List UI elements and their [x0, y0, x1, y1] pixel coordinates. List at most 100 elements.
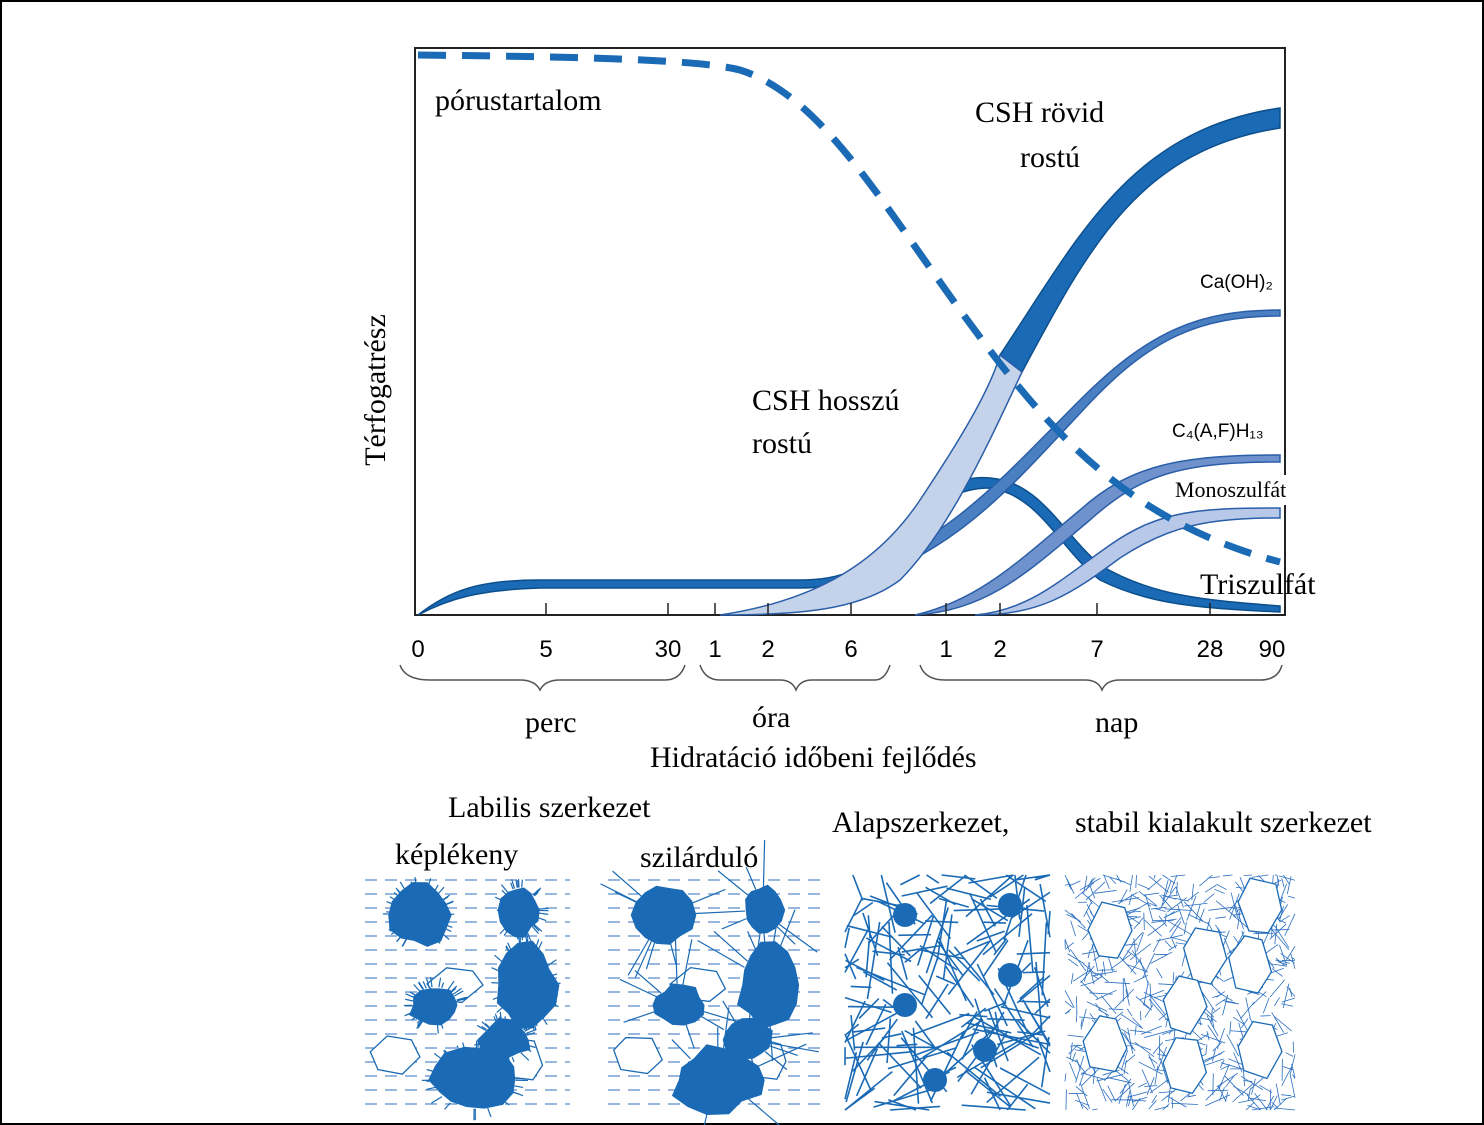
fiber [1096, 1077, 1107, 1102]
needle [443, 1050, 451, 1058]
fiber [1251, 991, 1267, 1006]
fiber [1122, 944, 1134, 961]
fiber [1215, 916, 1226, 919]
fiber [1187, 1094, 1196, 1098]
fiber [1130, 957, 1142, 973]
needle [748, 991, 753, 1023]
needle [867, 913, 896, 944]
fiber [1130, 1042, 1152, 1051]
fiber [1125, 1090, 1131, 1107]
fiber [1135, 996, 1153, 1011]
fiber [1269, 1095, 1278, 1111]
needle [938, 897, 969, 908]
curve-label: Monoszulfát [1175, 477, 1286, 502]
nucleus [923, 1068, 947, 1092]
needle [537, 907, 549, 910]
fiber [1137, 883, 1150, 890]
needle [1029, 1015, 1051, 1037]
needle [844, 927, 850, 949]
needle [886, 1018, 892, 1064]
needle [503, 1099, 510, 1106]
crystal [1087, 901, 1133, 959]
fiber [1067, 953, 1085, 964]
needle [777, 909, 796, 952]
crystal [369, 1035, 421, 1075]
fiber [1099, 974, 1109, 982]
brace [399, 664, 686, 692]
needle [989, 874, 1024, 898]
needle [747, 931, 758, 953]
needle [918, 974, 952, 1015]
fiber [1143, 892, 1160, 896]
fiber [1140, 1025, 1162, 1035]
needle [523, 1026, 529, 1031]
needle [974, 1066, 1036, 1110]
needle [426, 978, 430, 988]
needle [684, 1021, 695, 1049]
needle [1034, 998, 1051, 1015]
needle [511, 1056, 515, 1063]
needle [396, 889, 403, 896]
x-tick-label: 1 [708, 636, 721, 663]
fiber [1068, 958, 1079, 967]
fiber [1151, 1094, 1158, 1104]
needle [390, 929, 398, 935]
fiber [1108, 1008, 1124, 1011]
fiber [1236, 1009, 1249, 1033]
plot-box [414, 47, 1286, 616]
fiber [1075, 1055, 1085, 1083]
fiber [1074, 882, 1095, 899]
fiber [1138, 1061, 1163, 1075]
fiber [1095, 989, 1117, 1001]
fiber [1247, 1088, 1251, 1101]
title: Hidratáció időbeni fejlődés [650, 741, 977, 774]
needle [873, 1087, 935, 1108]
fiber [1094, 890, 1117, 894]
needle [443, 927, 452, 933]
fiber [1148, 1054, 1156, 1069]
fiber [1215, 900, 1237, 918]
fiber [1110, 953, 1132, 970]
needle [426, 878, 432, 890]
fiber [1240, 1075, 1264, 1091]
needle [413, 984, 421, 992]
needle [974, 1016, 1042, 1056]
needle [872, 950, 905, 956]
needle [510, 1013, 514, 1023]
fiber [1162, 880, 1169, 902]
fiber [1158, 1035, 1161, 1061]
fiber [1214, 888, 1225, 894]
fiber [1205, 1044, 1208, 1055]
fiber [1075, 1086, 1088, 1097]
fiber [1082, 963, 1098, 977]
needle [961, 1104, 1026, 1111]
x-tick-label: 2 [761, 636, 774, 663]
caoh-band [848, 309, 1281, 583]
needle [514, 1016, 520, 1025]
particle [745, 884, 786, 934]
fiber [1288, 895, 1296, 899]
needle [549, 997, 558, 1003]
fiber [1064, 874, 1072, 890]
fiber [1111, 897, 1140, 903]
needle [440, 1022, 444, 1029]
fiber [1154, 1105, 1169, 1111]
needle [540, 1014, 548, 1026]
needle [713, 930, 749, 962]
fiber [1080, 965, 1095, 984]
fiber [1116, 874, 1122, 883]
particle [496, 940, 560, 1029]
needle [477, 1039, 480, 1052]
fiber [1170, 921, 1182, 937]
needle [674, 934, 678, 988]
needle [1041, 922, 1048, 996]
fiber [1157, 1046, 1167, 1070]
fiber [1282, 1066, 1294, 1071]
needle [1019, 976, 1045, 1000]
fiber [1148, 875, 1169, 893]
fiber [1138, 890, 1158, 907]
fiber [1127, 1027, 1134, 1054]
fiber [1119, 1078, 1132, 1095]
curve-label: CSH rövid [975, 96, 1104, 129]
needle [536, 941, 543, 953]
